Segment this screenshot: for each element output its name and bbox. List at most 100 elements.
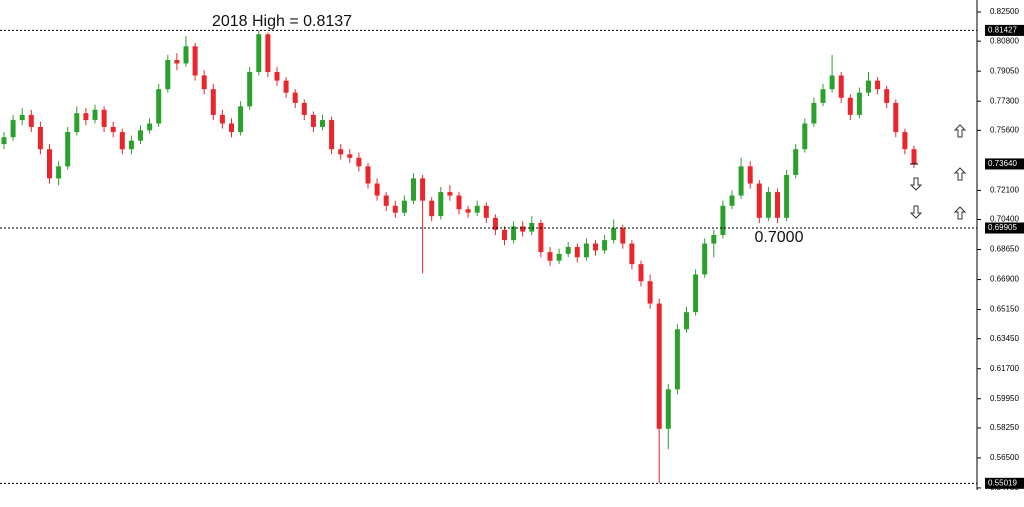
candle-body (74, 113, 80, 133)
candle-body (119, 132, 125, 150)
candle-body (838, 75, 844, 98)
candle-body (511, 226, 517, 241)
annotation: 0.7000 (755, 229, 804, 246)
candle-body (138, 130, 143, 141)
candle-body (474, 205, 480, 213)
candle-body (875, 80, 881, 90)
candle-body (702, 243, 708, 275)
y-tick-label: 0.63450 (990, 334, 1019, 343)
price-label-box (985, 477, 1024, 489)
candle-body (547, 252, 553, 261)
candle-body (802, 123, 808, 150)
candle-body (301, 102, 307, 115)
y-tick-label: 0.80800 (990, 36, 1019, 45)
candle-body (756, 183, 762, 218)
signal-arrows (909, 124, 967, 220)
down-arrow (909, 205, 923, 219)
price-label-box (985, 222, 1024, 234)
candle-body (310, 114, 316, 127)
candle-body (765, 192, 771, 218)
candle-body (520, 226, 526, 232)
candle-body (320, 120, 325, 127)
candle-body (866, 80, 871, 93)
candle-body (401, 200, 407, 213)
candle-body (110, 126, 116, 133)
candle-body (229, 123, 234, 133)
candle-body (156, 89, 162, 124)
y-tick-label: 0.75600 (990, 125, 1019, 134)
candle-body (856, 92, 862, 115)
candle-body (201, 75, 207, 90)
candle-body (265, 34, 271, 73)
candle-body (411, 178, 416, 201)
candle-body (456, 195, 462, 210)
candle-body (192, 46, 198, 76)
candle-body (65, 132, 71, 167)
candle-body (784, 174, 790, 218)
annotation: 2018 High = 0.8137 (212, 13, 352, 30)
candle-body (83, 113, 89, 121)
candle-body (693, 274, 699, 313)
candle-body (565, 246, 571, 254)
candle-body (347, 154, 353, 158)
price-label-box (985, 24, 1024, 36)
y-tick-label: 0.82500 (990, 7, 1019, 16)
price-label: 0.55019 (988, 478, 1017, 487)
y-tick-label: 0.70400 (990, 215, 1019, 224)
candle-body (775, 192, 780, 218)
candle-body (893, 102, 899, 133)
candle-body (620, 228, 626, 244)
candle-body (747, 166, 753, 184)
candle-body (483, 205, 489, 218)
candle-body (820, 89, 826, 103)
candle-body (28, 114, 34, 127)
candle-body (674, 329, 680, 390)
candle-body (392, 205, 398, 213)
candle-body (711, 234, 717, 244)
candle-body (538, 222, 544, 253)
candle-body (165, 60, 171, 90)
y-tick-label: 0.68650 (990, 245, 1019, 254)
candle-body (611, 228, 617, 241)
candle-body (247, 72, 253, 107)
candle-body (338, 149, 344, 155)
candle-body (593, 243, 598, 251)
candle-body (356, 157, 362, 167)
candle-body (647, 281, 653, 304)
candle-body (365, 166, 371, 184)
candle-body (602, 240, 608, 251)
y-tick-label: 0.65150 (990, 305, 1019, 314)
candle-body (374, 183, 380, 196)
down-arrow (909, 177, 923, 191)
candle-body (292, 92, 298, 103)
candle-body (147, 123, 153, 131)
candle-body (274, 72, 280, 81)
candle-body (583, 243, 589, 258)
candle-body (720, 205, 726, 235)
candle-body (656, 303, 662, 429)
candle-body (911, 149, 917, 164)
price-label: 0.81427 (988, 26, 1017, 35)
candle-body (429, 200, 435, 217)
y-tick-label: 0.79050 (990, 66, 1019, 75)
candle-body (210, 89, 216, 115)
candle-body (574, 246, 580, 258)
candle-body (92, 109, 98, 121)
candle-body (420, 178, 426, 201)
candle-body (465, 209, 471, 213)
candle-body (128, 140, 134, 150)
candle-body (183, 46, 189, 64)
candle-body (684, 312, 689, 330)
candle-body (329, 120, 335, 150)
price-label-box (985, 158, 1024, 170)
candle-body (793, 149, 799, 175)
candle-body (811, 102, 817, 124)
candle-body (256, 34, 262, 73)
last-price-label: 0.73640 (988, 159, 1017, 168)
y-tick-label: 0.56500 (990, 453, 1019, 462)
candle-body (47, 149, 52, 179)
up-arrow (953, 124, 967, 138)
candle-body (502, 229, 507, 241)
candle-body (738, 166, 744, 196)
